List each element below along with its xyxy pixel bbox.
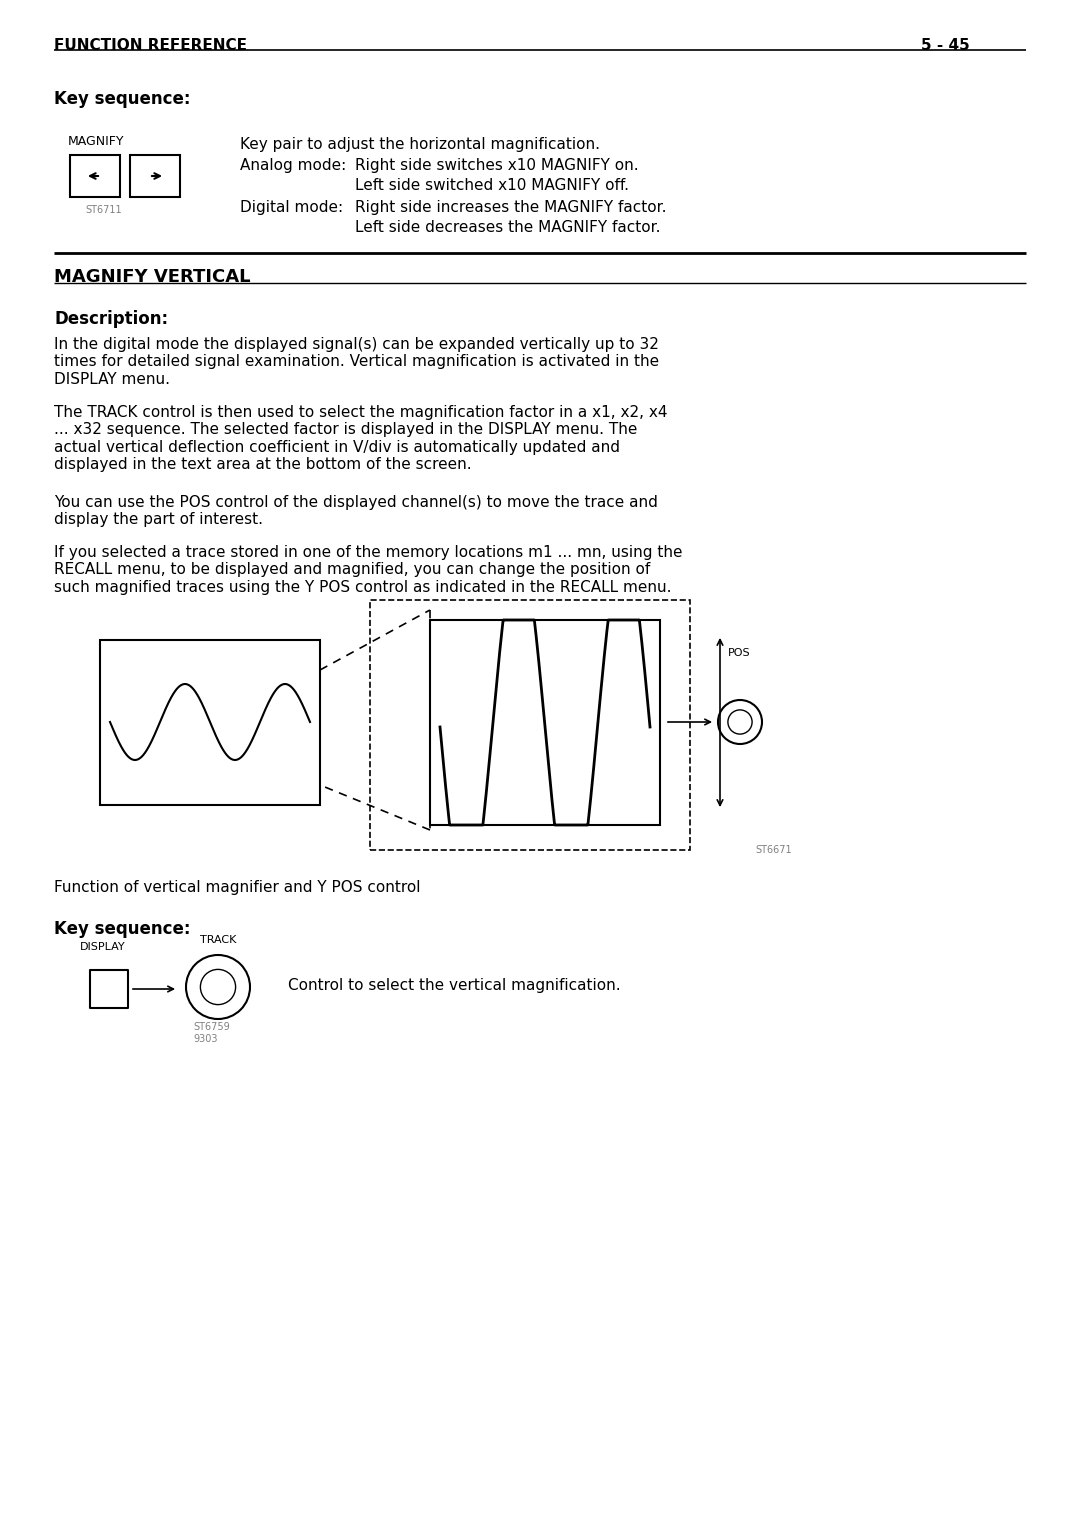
Text: Right side switches x10 MAGNIFY on.: Right side switches x10 MAGNIFY on. (355, 157, 638, 173)
Text: Left side switched x10 MAGNIFY off.: Left side switched x10 MAGNIFY off. (355, 177, 629, 193)
Text: In the digital mode the displayed signal(s) can be expanded vertically up to 32
: In the digital mode the displayed signal… (54, 336, 659, 387)
Text: Key pair to adjust the horizontal magnification.: Key pair to adjust the horizontal magnif… (240, 138, 600, 151)
Text: ST6759
9303: ST6759 9303 (193, 1021, 230, 1044)
Circle shape (186, 956, 249, 1018)
Circle shape (718, 700, 762, 745)
Text: Key sequence:: Key sequence: (54, 90, 190, 109)
Text: ST6711: ST6711 (85, 205, 122, 216)
Bar (90, 969, 129, 1008)
Text: TRACK: TRACK (200, 936, 237, 945)
Text: Control to select the vertical magnification.: Control to select the vertical magnifica… (288, 979, 621, 992)
Text: 5 - 45: 5 - 45 (921, 38, 970, 54)
Bar (430, 619, 660, 826)
Text: FUNCTION REFERENCE: FUNCTION REFERENCE (54, 38, 247, 54)
Bar (130, 154, 180, 197)
Bar (70, 154, 120, 197)
Bar (100, 641, 320, 804)
Text: ST6671: ST6671 (755, 846, 792, 855)
Text: MAGNIFY VERTICAL: MAGNIFY VERTICAL (54, 268, 251, 286)
Text: You can use the POS control of the displayed channel(s) to move the trace and
di: You can use the POS control of the displ… (54, 495, 658, 528)
Text: Left side decreases the MAGNIFY factor.: Left side decreases the MAGNIFY factor. (355, 220, 661, 235)
Text: If you selected a trace stored in one of the memory locations m1 ... mn, using t: If you selected a trace stored in one of… (54, 544, 683, 595)
Circle shape (201, 969, 235, 1005)
Text: Digital mode:: Digital mode: (240, 200, 343, 216)
Text: The TRACK control is then used to select the magnification factor in a x1, x2, x: The TRACK control is then used to select… (54, 405, 667, 472)
Text: Description:: Description: (54, 310, 168, 329)
Text: DISPLAY: DISPLAY (80, 942, 125, 953)
Text: Function of vertical magnifier and Y POS control: Function of vertical magnifier and Y POS… (54, 881, 420, 894)
Text: Right side increases the MAGNIFY factor.: Right side increases the MAGNIFY factor. (355, 200, 666, 216)
Text: POS: POS (728, 648, 751, 657)
Text: Key sequence:: Key sequence: (54, 920, 190, 937)
Bar (370, 599, 690, 850)
Text: Analog mode:: Analog mode: (240, 157, 347, 173)
Text: MAGNIFY: MAGNIFY (68, 135, 124, 148)
Circle shape (728, 709, 752, 734)
